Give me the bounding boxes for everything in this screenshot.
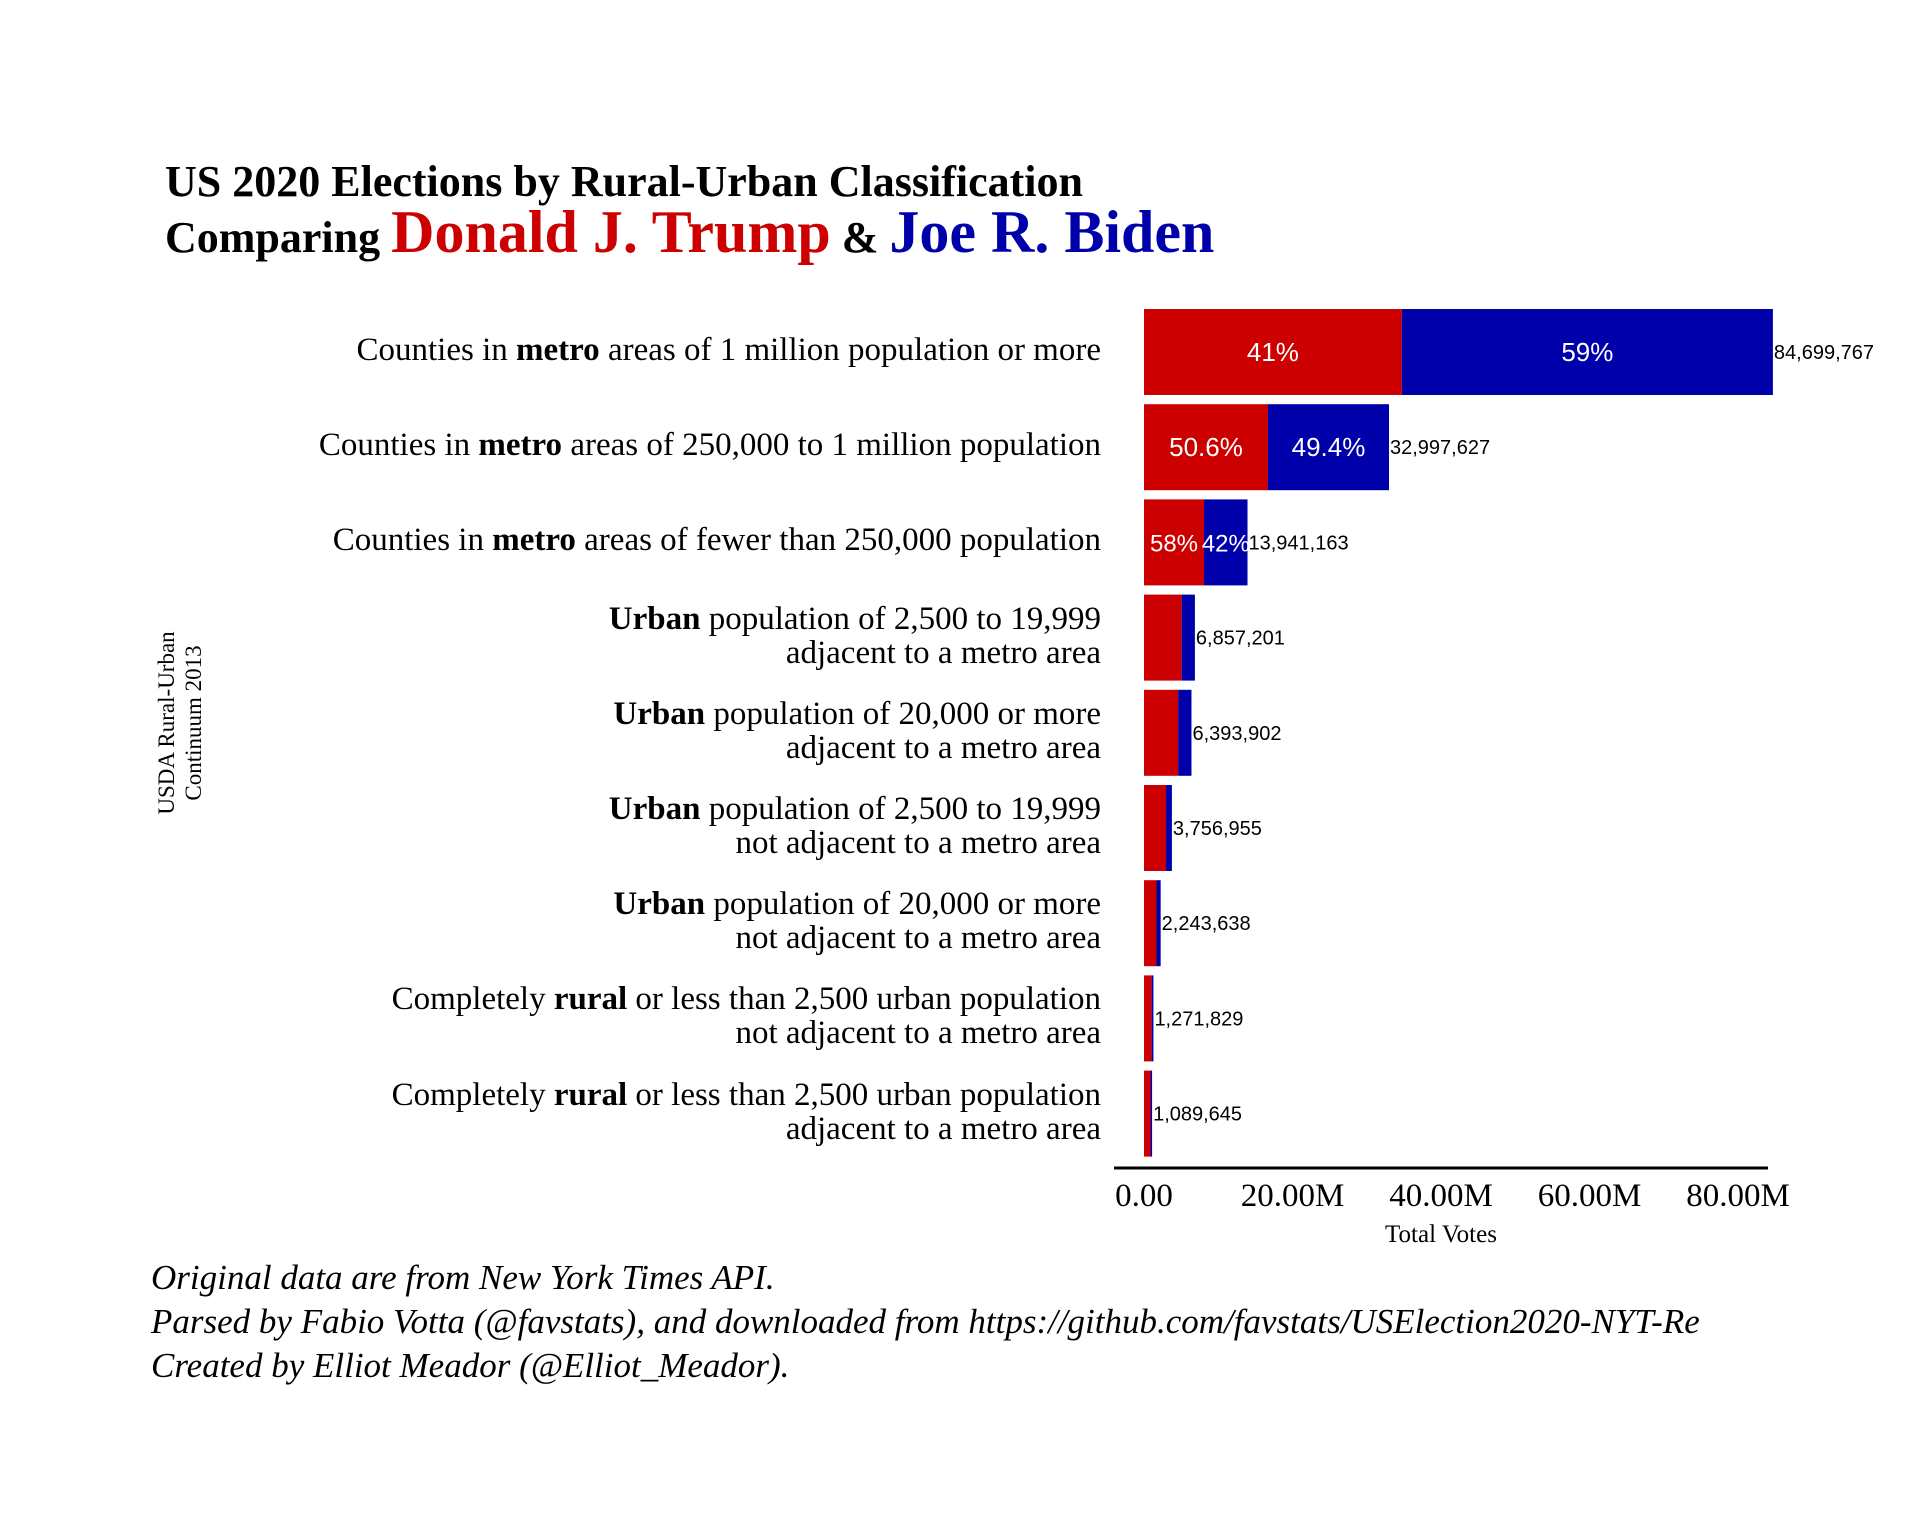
category-label-bold: rural <box>553 981 628 1018</box>
x-tick-label: 20.00M <box>1241 1178 1345 1214</box>
data-label-trump-pct: 50.6% <box>1169 432 1243 462</box>
category-label-line1: Urban population of 2,500 to 19,999 <box>608 791 1101 827</box>
category-label: Counties in metro areas of fewer than 25… <box>333 523 1101 557</box>
data-label-trump-pct: 41% <box>1247 337 1299 367</box>
data-label-total: 6,857,201 <box>1196 628 1285 650</box>
category-label: Completely rural or less than 2,500 urba… <box>392 982 1101 1050</box>
data-label-total: 1,089,645 <box>1153 1104 1242 1126</box>
category-label-line2: not adjacent to a metro area <box>735 1015 1101 1052</box>
category-label: Urban population of 20,000 or more not ad… <box>613 887 1101 955</box>
category-label-line1: Completely rural or less than 2,500 urba… <box>391 981 1101 1018</box>
category-label-line2: adjacent to a metro area <box>785 729 1101 766</box>
category-label-line1: Urban population of 2,500 to 19,999 <box>608 600 1101 637</box>
chart-title-line1: US 2020 Elections by Rural-Urban Classif… <box>165 157 1083 206</box>
title-biden-name: Joe R. Biden <box>889 199 1215 265</box>
source-caption: Original data are from New York Times AP… <box>151 1256 1700 1388</box>
data-label-total: 3,756,955 <box>1173 818 1262 840</box>
bar-trump <box>1144 309 1402 395</box>
bar-trump <box>1144 785 1167 871</box>
category-label-line2: not adjacent to a metro area <box>735 825 1101 861</box>
data-label-total: 13,941,163 <box>1249 532 1349 554</box>
bar-biden <box>1181 594 1195 681</box>
bar-biden <box>1204 499 1248 586</box>
title-joiner: & <box>841 213 879 262</box>
bar-trump <box>1144 880 1157 967</box>
x-tick-label: 60.00M <box>1538 1178 1642 1214</box>
bar-trump <box>1144 594 1182 681</box>
chart-title: US 2020 Elections by Rural-Urban Classif… <box>165 158 1214 266</box>
category-label-line1: Counties in metro areas of fewer than 25… <box>332 522 1101 559</box>
x-axis-title: Total Votes <box>1385 1221 1497 1248</box>
category-label-line2: not adjacent to a metro area <box>735 920 1101 957</box>
title-comparing: Comparing <box>165 213 381 262</box>
category-label-bold: metro <box>492 522 576 559</box>
bar-biden <box>1166 785 1172 871</box>
category-label: Counties in metro areas of 250,000 to 1 … <box>319 428 1101 462</box>
category-label-line1: Counties in metro areas of 250,000 to 1 … <box>318 427 1101 464</box>
category-label-bold: Urban <box>608 600 701 637</box>
category-label: Urban population of 20,000 or more adjace… <box>613 697 1101 765</box>
category-label-bold: rural <box>553 1076 628 1113</box>
bar-trump <box>1144 499 1205 586</box>
x-tick-label: 40.00M <box>1389 1178 1493 1214</box>
data-label-trump-pct: 58% <box>1150 530 1198 557</box>
data-label-total: 84,699,767 <box>1774 342 1874 364</box>
category-label-bold: Urban <box>608 791 701 827</box>
bar-trump <box>1144 975 1152 1062</box>
category-label: Urban population of 2,500 to 19,999 not a… <box>609 792 1101 860</box>
category-label-line1: Urban population of 20,000 or more <box>613 695 1101 732</box>
bar-biden <box>1156 880 1161 967</box>
category-label-line1: Urban population of 20,000 or more <box>613 886 1101 923</box>
category-label: Counties in metro areas of 1 million pop… <box>356 333 1101 367</box>
data-label-total: 2,243,638 <box>1162 913 1251 935</box>
data-label-total: 6,393,902 <box>1192 723 1281 745</box>
bar-biden <box>1151 975 1154 1062</box>
bar-trump <box>1144 1070 1151 1157</box>
data-label-total: 32,997,627 <box>1390 437 1490 459</box>
category-label-line2: adjacent to a metro area <box>785 1110 1101 1147</box>
category-label-line1: Completely rural or less than 2,500 urba… <box>391 1076 1101 1113</box>
category-label: Completely rural or less than 2,500 urba… <box>392 1078 1101 1146</box>
bar-trump <box>1144 689 1179 776</box>
data-label-biden-pct: 59% <box>1561 337 1613 367</box>
caption-line3: Created by Elliot Meador (@Elliot_Meador… <box>151 1346 790 1385</box>
bar-biden <box>1178 689 1192 776</box>
category-label-bold: Urban <box>613 886 706 923</box>
category-label-line1: Counties in metro areas of 1 million pop… <box>356 332 1101 368</box>
category-label-bold: metro <box>478 427 563 464</box>
category-label-bold: Urban <box>613 695 706 732</box>
category-label-line2: adjacent to a metro area <box>785 634 1101 671</box>
x-tick-label: 0.00 <box>1115 1178 1173 1214</box>
caption-line2: Parsed by Fabio Votta (@favstats), and d… <box>151 1302 1700 1341</box>
title-trump-name: Donald J. Trump <box>391 199 831 265</box>
data-label-biden-pct: 42% <box>1202 530 1250 557</box>
bar-biden <box>1401 309 1773 395</box>
bar-biden <box>1150 1070 1153 1157</box>
chart-title-line2: Comparing Donald J. Trump & Joe R. Biden <box>165 202 1214 266</box>
caption-line1: Original data are from New York Times AP… <box>151 1258 775 1297</box>
data-label-total: 1,271,829 <box>1154 1008 1243 1030</box>
x-tick-label: 80.00M <box>1686 1178 1790 1214</box>
bar-trump <box>1144 404 1268 491</box>
category-label-bold: metro <box>516 332 600 368</box>
bar-biden <box>1267 404 1390 491</box>
data-label-biden-pct: 49.4% <box>1292 432 1366 462</box>
category-label: Urban population of 2,500 to 19,999 adjac… <box>609 602 1101 670</box>
